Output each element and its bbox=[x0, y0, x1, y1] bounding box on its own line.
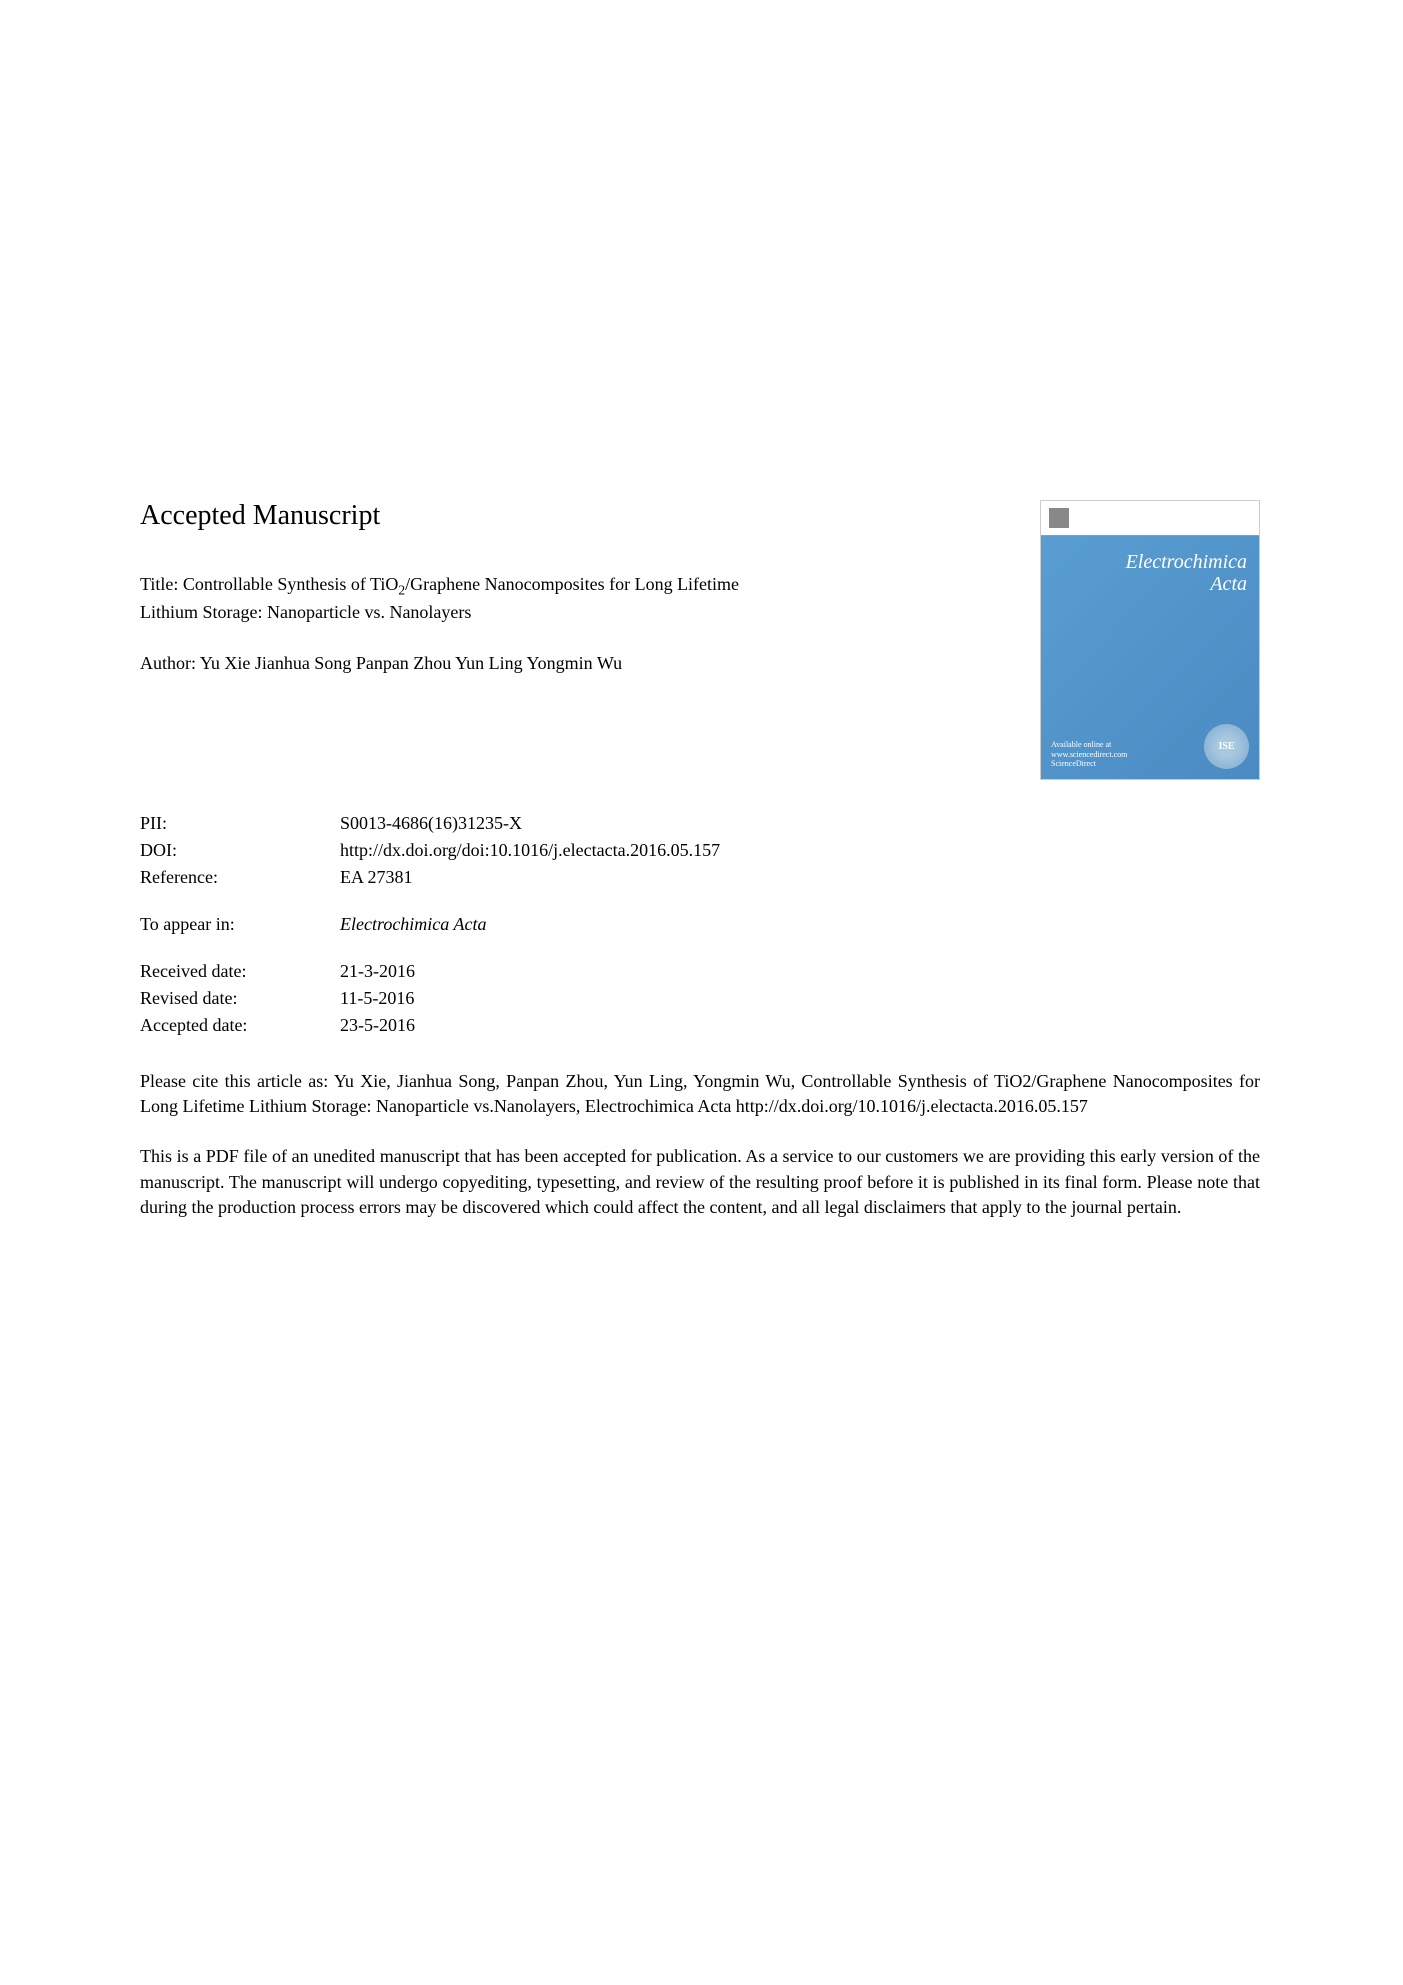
appear-value: Electrochimica Acta bbox=[340, 911, 1260, 938]
title-prefix: Title: Controllable Synthesis of TiO bbox=[140, 574, 398, 594]
metadata-row-doi: DOI: http://dx.doi.org/doi:10.1016/j.ele… bbox=[140, 837, 1260, 864]
author-names: Yu Xie Jianhua Song Panpan Zhou Yun Ling… bbox=[200, 653, 622, 673]
received-value: 21-3-2016 bbox=[340, 958, 1260, 985]
cover-line2: www.sciencedirect.com bbox=[1051, 750, 1127, 760]
received-label: Received date: bbox=[140, 958, 340, 985]
pii-value: S0013-4686(16)31235-X bbox=[340, 810, 1260, 837]
revised-label: Revised date: bbox=[140, 985, 340, 1012]
page-heading: Accepted Manuscript bbox=[140, 500, 780, 532]
accepted-value: 23-5-2016 bbox=[340, 1012, 1260, 1039]
cover-line1: Available online at bbox=[1051, 740, 1127, 750]
header-section: Accepted Manuscript Title: Controllable … bbox=[140, 500, 1260, 780]
metadata-table: PII: S0013-4686(16)31235-X DOI: http://d… bbox=[140, 810, 1260, 1039]
cover-line3: ScienceDirect bbox=[1051, 759, 1127, 769]
doi-value: http://dx.doi.org/doi:10.1016/j.electact… bbox=[340, 837, 1260, 864]
reference-value: EA 27381 bbox=[340, 864, 1260, 891]
cover-journal-name-2: Acta bbox=[1053, 573, 1247, 596]
author-prefix: Author: bbox=[140, 653, 200, 673]
pii-label: PII: bbox=[140, 810, 340, 837]
ise-logo-icon: ISE bbox=[1204, 724, 1249, 769]
cover-bottom-text: Available online at www.sciencedirect.co… bbox=[1051, 740, 1127, 769]
metadata-row-appear: To appear in: Electrochimica Acta bbox=[140, 911, 1260, 938]
cover-header bbox=[1041, 501, 1259, 536]
page-container: Accepted Manuscript Title: Controllable … bbox=[140, 500, 1260, 1220]
header-left: Accepted Manuscript Title: Controllable … bbox=[140, 500, 780, 676]
gap-1 bbox=[140, 891, 1260, 911]
citation-paragraph: Please cite this article as: Yu Xie, Jia… bbox=[140, 1069, 1260, 1119]
metadata-row-reference: Reference: EA 27381 bbox=[140, 864, 1260, 891]
revised-value: 11-5-2016 bbox=[340, 985, 1260, 1012]
accepted-label: Accepted date: bbox=[140, 1012, 340, 1039]
journal-cover: Electrochimica Acta Available online at … bbox=[1040, 500, 1260, 780]
manuscript-title: Title: Controllable Synthesis of TiO2/Gr… bbox=[140, 572, 780, 626]
gap-2 bbox=[140, 938, 1260, 958]
reference-label: Reference: bbox=[140, 864, 340, 891]
metadata-row-accepted: Accepted date: 23-5-2016 bbox=[140, 1012, 1260, 1039]
cover-journal-name-1: Electrochimica bbox=[1053, 551, 1247, 573]
doi-label: DOI: bbox=[140, 837, 340, 864]
disclaimer-paragraph: This is a PDF file of an unedited manusc… bbox=[140, 1144, 1260, 1220]
appear-label: To appear in: bbox=[140, 911, 340, 938]
cover-title-area: Electrochimica Acta bbox=[1041, 536, 1259, 611]
metadata-row-received: Received date: 21-3-2016 bbox=[140, 958, 1260, 985]
publisher-logo-icon bbox=[1049, 508, 1069, 528]
cover-bottom: Available online at www.sciencedirect.co… bbox=[1051, 724, 1249, 769]
manuscript-authors: Author: Yu Xie Jianhua Song Panpan Zhou … bbox=[140, 651, 780, 676]
metadata-row-revised: Revised date: 11-5-2016 bbox=[140, 985, 1260, 1012]
metadata-row-pii: PII: S0013-4686(16)31235-X bbox=[140, 810, 1260, 837]
